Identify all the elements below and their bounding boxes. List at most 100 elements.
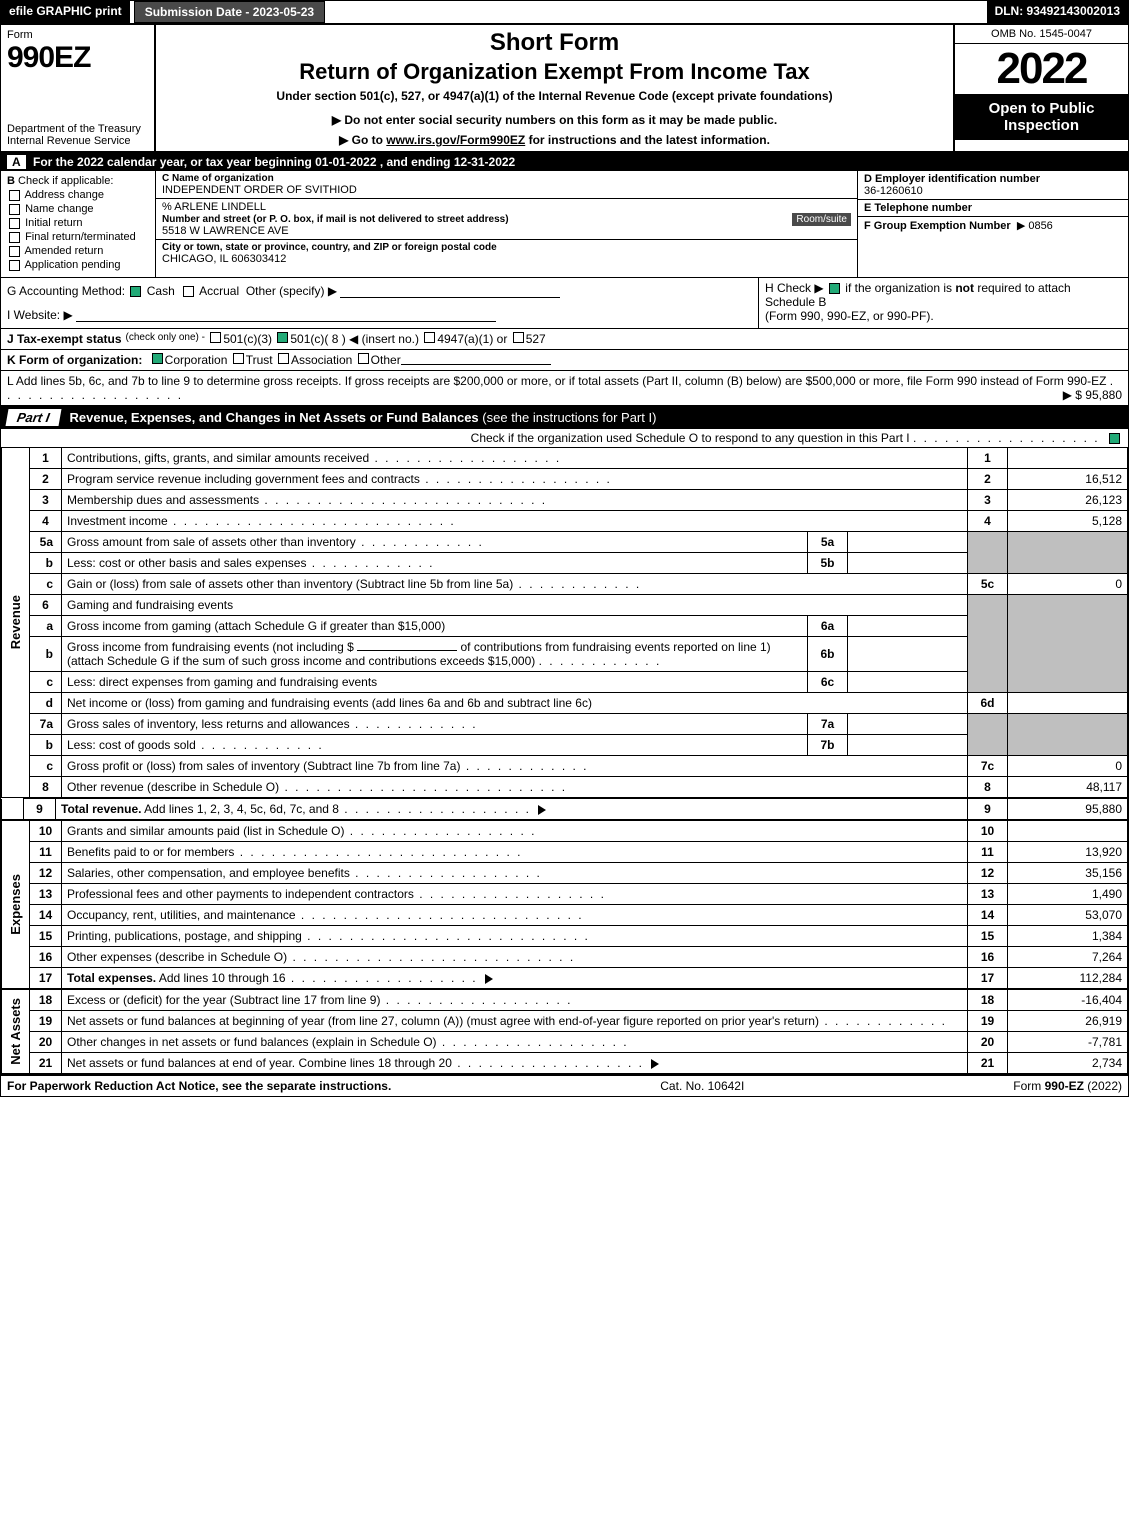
h-text4: (Form 990, 990-EZ, or 990-PF). bbox=[765, 309, 934, 323]
part1-title: Revenue, Expenses, and Changes in Net As… bbox=[70, 410, 479, 425]
line-6b-mval bbox=[848, 637, 968, 672]
chk-initial-return[interactable]: Initial return bbox=[7, 217, 149, 229]
shade-5ab-val bbox=[1008, 532, 1128, 574]
chk-cash[interactable] bbox=[130, 286, 141, 297]
line-14-rval: 53,070 bbox=[1008, 905, 1128, 926]
line-5b-mnum: 5b bbox=[808, 553, 848, 574]
footer-right-post: (2022) bbox=[1084, 1079, 1122, 1093]
l-row: L Add lines 5b, 6c, and 7b to line 9 to … bbox=[1, 371, 1128, 406]
line-6c-mval bbox=[848, 672, 968, 693]
footer-right: Form 990-EZ (2022) bbox=[1013, 1079, 1122, 1093]
street-value: 5518 W LAWRENCE AVE bbox=[162, 225, 851, 237]
website-blank[interactable] bbox=[76, 310, 496, 322]
chk-schedule-o[interactable] bbox=[1109, 433, 1120, 444]
arrow-icon bbox=[485, 974, 493, 984]
col-c: C Name of organization INDEPENDENT ORDER… bbox=[156, 171, 858, 277]
line-11-rval: 13,920 bbox=[1008, 842, 1128, 863]
line-7c-rval: 0 bbox=[1008, 756, 1128, 777]
footer-right-bold: 990-EZ bbox=[1045, 1079, 1084, 1093]
chk-501c3[interactable] bbox=[210, 332, 221, 343]
chk-application-pending[interactable]: Application pending bbox=[7, 259, 149, 271]
chk-corporation[interactable] bbox=[152, 353, 163, 364]
goto-link[interactable]: www.irs.gov/Form990EZ bbox=[386, 133, 525, 147]
j-o1: 501(c)(3) bbox=[223, 332, 272, 346]
line-7a-mval bbox=[848, 714, 968, 735]
line-10: Expenses 10 Grants and similar amounts p… bbox=[2, 821, 1128, 842]
line-15: 15 Printing, publications, postage, and … bbox=[2, 926, 1128, 947]
chk-4947[interactable] bbox=[424, 332, 435, 343]
netassets-table: Net Assets 18 Excess or (deficit) for th… bbox=[1, 989, 1128, 1074]
chk-amended-return[interactable]: Amended return bbox=[7, 245, 149, 257]
line-16-desc: Other expenses (describe in Schedule O) bbox=[62, 947, 968, 968]
chk-527[interactable] bbox=[513, 332, 524, 343]
goto-post: for instructions and the latest informat… bbox=[525, 133, 770, 147]
l-arrow: ▶ bbox=[1063, 388, 1072, 402]
line-16-text: Other expenses (describe in Schedule O) bbox=[67, 950, 287, 964]
topbar: efile GRAPHIC print Submission Date - 20… bbox=[1, 1, 1128, 25]
line-12-rval: 35,156 bbox=[1008, 863, 1128, 884]
org-name: INDEPENDENT ORDER OF SVITHIOD bbox=[162, 184, 851, 196]
line-7a-mnum: 7a bbox=[808, 714, 848, 735]
chk-501c[interactable] bbox=[277, 332, 288, 343]
opt-address-change: Address change bbox=[24, 189, 104, 201]
chk-association[interactable] bbox=[278, 353, 289, 364]
shade-7 bbox=[968, 714, 1008, 756]
l-value-wrap: ▶ $ 95,880 bbox=[1063, 388, 1122, 402]
f-group-value: ▶ 0856 bbox=[1017, 220, 1053, 232]
chk-schedule-b[interactable] bbox=[829, 283, 840, 294]
e-phone-row: E Telephone number bbox=[858, 200, 1128, 217]
line-6b-desc: Gross income from fundraising events (no… bbox=[62, 637, 808, 672]
efile-print-label[interactable]: efile GRAPHIC print bbox=[1, 1, 130, 23]
line-12-text: Salaries, other compensation, and employ… bbox=[67, 866, 350, 880]
line-5a-text: Gross amount from sale of assets other t… bbox=[67, 535, 356, 549]
chk-accrual[interactable] bbox=[183, 286, 194, 297]
line-14-num: 14 bbox=[30, 905, 62, 926]
chk-final-return[interactable]: Final return/terminated bbox=[7, 231, 149, 243]
return-title-real: Return of Organization Exempt From Incom… bbox=[162, 59, 947, 85]
line-20-num: 20 bbox=[30, 1032, 62, 1053]
line-19-rnum: 19 bbox=[968, 1011, 1008, 1032]
k-row: K Form of organization: Corporation Trus… bbox=[1, 350, 1128, 371]
chk-other-org[interactable] bbox=[358, 353, 369, 364]
under-section: Under section 501(c), 527, or 4947(a)(1)… bbox=[162, 89, 947, 103]
line-7b-num: b bbox=[30, 735, 62, 756]
submission-date: Submission Date - 2023-05-23 bbox=[134, 1, 325, 23]
line-11-text: Benefits paid to or for members bbox=[67, 845, 234, 859]
footer-left: For Paperwork Reduction Act Notice, see … bbox=[7, 1079, 391, 1093]
line-10-rnum: 10 bbox=[968, 821, 1008, 842]
line-7b: b Less: cost of goods sold 7b bbox=[2, 735, 1128, 756]
line-7c: c Gross profit or (loss) from sales of i… bbox=[2, 756, 1128, 777]
footer-center: Cat. No. 10642I bbox=[660, 1079, 744, 1093]
chk-trust[interactable] bbox=[233, 353, 244, 364]
line-5a-desc: Gross amount from sale of assets other t… bbox=[62, 532, 808, 553]
line-1-desc: Contributions, gifts, grants, and simila… bbox=[62, 448, 968, 469]
line-6c: c Less: direct expenses from gaming and … bbox=[2, 672, 1128, 693]
gh-row: G Accounting Method: Cash Accrual Other … bbox=[1, 278, 1128, 329]
line-2-rnum: 2 bbox=[968, 469, 1008, 490]
j-o3: 4947(a)(1) or bbox=[437, 332, 507, 346]
line-15-num: 15 bbox=[30, 926, 62, 947]
d-ein-value: 36-1260610 bbox=[864, 185, 1122, 197]
section-a-text: For the 2022 calendar year, or tax year … bbox=[33, 155, 515, 169]
chk-address-change[interactable]: Address change bbox=[7, 189, 149, 201]
line-2-text: Program service revenue including govern… bbox=[67, 472, 420, 486]
k-other-blank[interactable] bbox=[401, 353, 551, 365]
line-17-text2: Add lines 10 through 16 bbox=[159, 971, 286, 985]
g-other-blank[interactable] bbox=[340, 286, 560, 298]
short-form-title: Short Form bbox=[162, 29, 947, 57]
f-group-row: F Group Exemption Number ▶ 0856 bbox=[858, 217, 1128, 234]
line-4-rnum: 4 bbox=[968, 511, 1008, 532]
line-13-rval: 1,490 bbox=[1008, 884, 1128, 905]
line-10-rval bbox=[1008, 821, 1128, 842]
line-15-rnum: 15 bbox=[968, 926, 1008, 947]
line-5a-num: 5a bbox=[30, 532, 62, 553]
form-label: Form bbox=[7, 29, 148, 41]
header-right: OMB No. 1545-0047 2022 Open to Public In… bbox=[953, 25, 1128, 151]
do-not-ssn: ▶ Do not enter social security numbers o… bbox=[162, 113, 947, 127]
line-21-num: 21 bbox=[30, 1053, 62, 1074]
line-6a-mnum: 6a bbox=[808, 616, 848, 637]
chk-name-change[interactable]: Name change bbox=[7, 203, 149, 215]
section-a-letter: A bbox=[7, 155, 26, 169]
dln-label: DLN: 93492143002013 bbox=[987, 1, 1128, 23]
line-6b-blank[interactable] bbox=[357, 650, 457, 651]
